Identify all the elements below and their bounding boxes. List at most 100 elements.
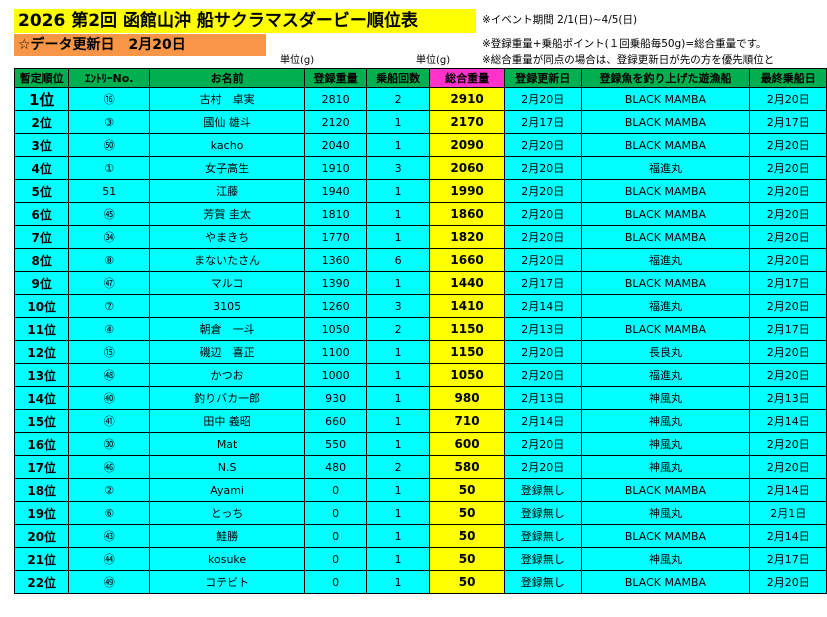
formula-note: ※登録重量+乗船ポイント(１回乗船毎50g)=総合重量です。 — [482, 38, 767, 50]
event-period-note: ※イベント期間 2/1(日)~4/5(日) — [482, 14, 638, 26]
rank-cell: 20位 — [13, 524, 70, 548]
boardings-cell: 3 — [366, 294, 431, 318]
name-cell: kacho — [149, 133, 306, 157]
reg-weight-cell: 0 — [304, 501, 368, 525]
last-boarding-cell: 2月20日 — [749, 156, 827, 180]
rank-cell: 21位 — [13, 547, 70, 571]
boat-cell: 長良丸 — [580, 340, 751, 364]
total-weight-cell: 2090 — [429, 133, 506, 157]
reg-weight-cell: 550 — [304, 432, 368, 456]
updated-cell: 2月20日 — [504, 179, 582, 203]
entry-cell: ㊾ — [68, 570, 151, 594]
rank-cell: 6位 — [13, 202, 70, 226]
name-cell: N.S — [149, 455, 306, 479]
reg-weight-cell: 1810 — [304, 202, 368, 226]
boardings-cell: 1 — [366, 386, 431, 410]
rank-cell: 8位 — [13, 248, 70, 272]
update-date-banner: ☆データ更新日 2月20日 — [14, 34, 266, 56]
total-weight-cell: 2910 — [429, 87, 506, 111]
last-boarding-cell: 2月20日 — [749, 294, 827, 318]
last-boarding-cell: 2月20日 — [749, 432, 827, 456]
boardings-cell: 1 — [366, 202, 431, 226]
last-boarding-cell: 2月20日 — [749, 87, 827, 111]
boat-cell: 神風丸 — [580, 455, 751, 479]
reg-weight-cell: 1000 — [304, 363, 368, 387]
unit-label-total: 単位(g) — [416, 55, 451, 66]
entry-cell: ㉚ — [68, 432, 151, 456]
last-boarding-cell: 2月14日 — [749, 478, 827, 502]
name-cell: 田中 義昭 — [149, 409, 306, 433]
last-boarding-cell: 2月20日 — [749, 340, 827, 364]
entry-cell: ㊻ — [68, 455, 151, 479]
boardings-cell: 1 — [366, 501, 431, 525]
boardings-cell: 1 — [366, 432, 431, 456]
boardings-cell: 1 — [366, 179, 431, 203]
boat-cell: BLACK MAMBA — [580, 271, 751, 295]
updated-cell: 2月20日 — [504, 455, 582, 479]
total-weight-cell: 50 — [429, 501, 506, 525]
entry-cell: ㊵ — [68, 386, 151, 410]
rank-cell: 3位 — [13, 133, 70, 157]
boardings-cell: 2 — [366, 87, 431, 111]
reg-weight-cell: 1360 — [304, 248, 368, 272]
updated-cell: 登録無し — [504, 547, 582, 571]
total-weight-cell: 50 — [429, 524, 506, 548]
boat-cell: 福進丸 — [580, 248, 751, 272]
reg-weight-cell: 480 — [304, 455, 368, 479]
unit-label-reg: 単位(g) — [280, 55, 315, 66]
last-boarding-cell: 2月20日 — [749, 179, 827, 203]
rank-cell: 10位 — [13, 294, 70, 318]
updated-cell: 2月20日 — [504, 363, 582, 387]
last-boarding-cell: 2月20日 — [749, 133, 827, 157]
reg-weight-cell: 1910 — [304, 156, 368, 180]
last-boarding-cell: 2月14日 — [749, 524, 827, 548]
last-boarding-cell: 2月20日 — [749, 570, 827, 594]
rank-cell: 22位 — [13, 570, 70, 594]
boat-cell: BLACK MAMBA — [580, 202, 751, 226]
updated-cell: 2月20日 — [504, 156, 582, 180]
reg-weight-cell: 1390 — [304, 271, 368, 295]
table-row: 4位 ① 女子高生 1910 3 2060 2月20日 福進丸 2月20日 — [13, 156, 827, 180]
entry-cell: ㊽ — [68, 363, 151, 387]
name-cell: 釣りバカ一郎 — [149, 386, 306, 410]
boardings-cell: 1 — [366, 225, 431, 249]
entry-cell: ⑯ — [68, 87, 151, 111]
entry-cell: ㊸ — [68, 524, 151, 548]
total-weight-cell: 1860 — [429, 202, 506, 226]
name-cell: kosuke — [149, 547, 306, 571]
total-weight-cell: 1050 — [429, 363, 506, 387]
total-weight-cell: 980 — [429, 386, 506, 410]
name-cell: まないたさん — [149, 248, 306, 272]
rank-cell: 4位 — [13, 156, 70, 180]
reg-weight-cell: 1770 — [304, 225, 368, 249]
reg-weight-cell: 0 — [304, 547, 368, 571]
rank-cell: 19位 — [13, 501, 70, 525]
last-boarding-cell: 2月20日 — [749, 363, 827, 387]
boardings-cell: 1 — [366, 409, 431, 433]
entry-cell: ③ — [68, 110, 151, 134]
boat-cell: 神風丸 — [580, 409, 751, 433]
total-weight-cell: 1150 — [429, 340, 506, 364]
rank-cell: 16位 — [13, 432, 70, 456]
header-reg-weight: 登録重量 — [304, 68, 368, 88]
boardings-cell: 6 — [366, 248, 431, 272]
boat-cell: 神風丸 — [580, 501, 751, 525]
updated-cell: 2月13日 — [504, 317, 582, 341]
last-boarding-cell: 2月14日 — [749, 409, 827, 433]
total-weight-cell: 1660 — [429, 248, 506, 272]
reg-weight-cell: 1100 — [304, 340, 368, 364]
last-boarding-cell: 2月1日 — [749, 501, 827, 525]
boat-cell: BLACK MAMBA — [580, 87, 751, 111]
boardings-cell: 1 — [366, 570, 431, 594]
boat-cell: 神風丸 — [580, 432, 751, 456]
last-boarding-cell: 2月13日 — [749, 386, 827, 410]
boardings-cell: 1 — [366, 547, 431, 571]
reg-weight-cell: 2810 — [304, 87, 368, 111]
boardings-cell: 1 — [366, 271, 431, 295]
updated-cell: 2月14日 — [504, 409, 582, 433]
